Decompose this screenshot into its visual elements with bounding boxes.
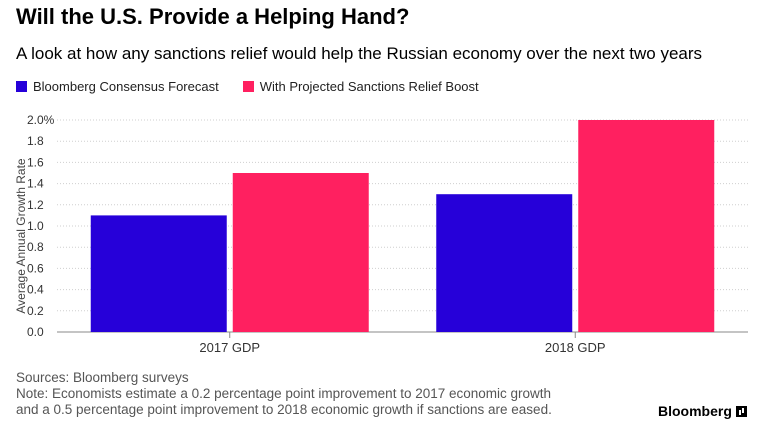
y-tick-label: 1.0 bbox=[27, 219, 44, 233]
legend-swatch-relief bbox=[242, 81, 254, 92]
brand-name: Bloomberg bbox=[658, 403, 732, 419]
y-tick-label: 0.8 bbox=[27, 240, 44, 254]
y-tick-label: 0.0 bbox=[27, 325, 44, 339]
x-tick-label: 2017 GDP bbox=[199, 340, 260, 355]
y-tick-label: 1.4 bbox=[27, 177, 44, 191]
x-tick-label: 2018 GDP bbox=[545, 340, 606, 355]
bloomberg-logo: Bloomberg bbox=[658, 403, 747, 419]
legend-item-relief: With Projected Sanctions Relief Boost bbox=[242, 79, 479, 94]
bar-consensus-0 bbox=[90, 215, 227, 332]
legend-label-consensus: Bloomberg Consensus Forecast bbox=[33, 79, 219, 94]
note-line-1: Note: Economists estimate a 0.2 percenta… bbox=[16, 386, 552, 401]
y-tick-label: 1.2 bbox=[27, 198, 44, 212]
y-axis-label: Average Annual Growth Rate bbox=[14, 158, 28, 314]
chart-title: Will the U.S. Provide a Helping Hand? bbox=[16, 4, 410, 29]
y-tick-label: 1.6 bbox=[27, 155, 44, 169]
legend-label-relief: With Projected Sanctions Relief Boost bbox=[259, 79, 479, 94]
legend-swatch-consensus bbox=[16, 81, 27, 92]
bar-relief-1 bbox=[578, 120, 715, 332]
footer: Sources: Bloomberg surveys Note: Economi… bbox=[16, 370, 552, 418]
legend-item-consensus: Bloomberg Consensus Forecast bbox=[16, 79, 219, 94]
y-tick-label: 0.2 bbox=[27, 304, 44, 318]
chart-subtitle: A look at how any sanctions relief would… bbox=[16, 44, 703, 63]
bar-chart: 0.0 0.2 0.4 0.6 0.8 1.0 1.2 1.4 1.6 1.8 2.0% 2017 G… bbox=[14, 113, 748, 355]
y-tick-label: 0.4 bbox=[27, 283, 44, 297]
note-line-2: and a 0.5 percentage point improvement t… bbox=[16, 402, 552, 417]
source-note: Sources: Bloomberg surveys bbox=[16, 370, 189, 385]
bar-relief-0 bbox=[232, 173, 369, 332]
legend: Bloomberg Consensus Forecast With Projec… bbox=[16, 79, 503, 94]
y-tick-label: 2.0% bbox=[27, 113, 55, 127]
y-tick-label: 0.6 bbox=[27, 261, 44, 275]
bar-consensus-1 bbox=[436, 194, 573, 332]
y-tick-label: 1.8 bbox=[27, 134, 44, 148]
bloomberg-chart-icon bbox=[735, 405, 747, 417]
